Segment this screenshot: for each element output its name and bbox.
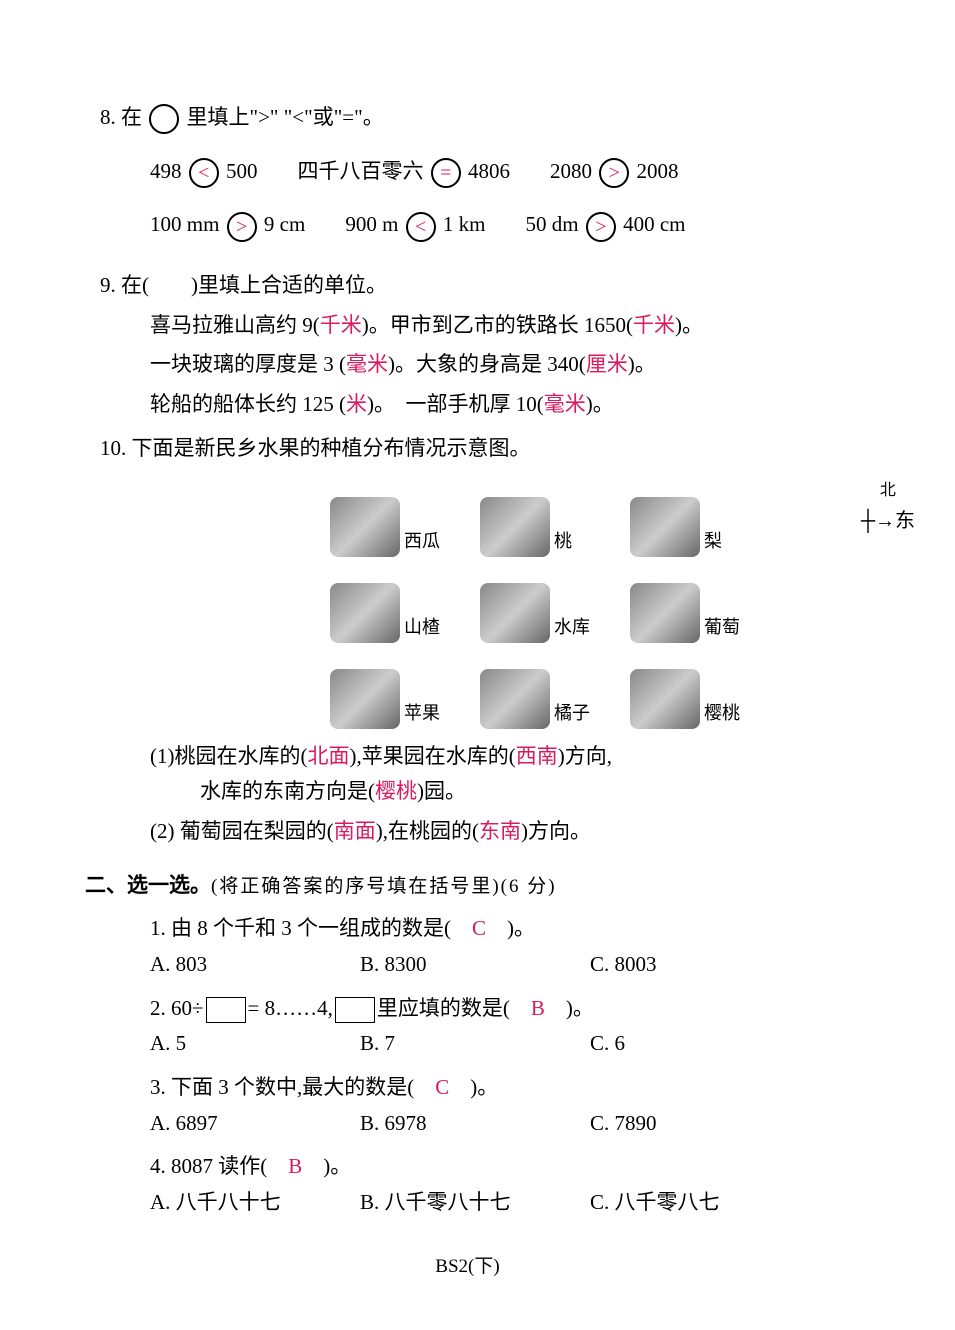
mc-answer: B xyxy=(288,1154,302,1178)
q8-prompt: 8. 在 里填上">" "<"或"="。 xyxy=(100,100,835,136)
q8-row-2: 100 mm > 9 cm 900 m < 1 km 50 dm > 400 c… xyxy=(150,207,835,243)
fill-answer: 毫米 xyxy=(544,392,586,416)
fill-answer: 米 xyxy=(346,392,367,416)
mc-answer: B xyxy=(531,996,545,1020)
fruit-cell: 水库 xyxy=(480,563,610,643)
fill-answer: 樱桃 xyxy=(375,779,417,803)
watermelon-icon xyxy=(330,497,400,557)
mc-option-b: B. 8300 xyxy=(360,947,590,983)
fill-answer: 厘米 xyxy=(586,352,628,376)
compare-item: 100 mm > 9 cm xyxy=(150,207,305,243)
empty-box-icon xyxy=(335,997,375,1023)
mc-option-c: C. 6 xyxy=(590,1026,625,1062)
question-9: 9. 在( )里填上合适的单位。 喜马拉雅山高约 9(千米)。甲市到乙市的铁路长… xyxy=(100,268,835,423)
section-2-title: 二、选一选。 xyxy=(85,868,211,904)
mc-question-4: 4. 8087 读作( B )。 xyxy=(150,1149,835,1185)
q10-sub-1: (1)桃园在水库的(北面),苹果园在水库的(西南)方向, xyxy=(150,739,835,775)
section-2-note: (将正确答案的序号填在括号里)(6 分) xyxy=(211,871,557,903)
q9-line-1: 喜马拉雅山高约 9(千米)。甲市到乙市的铁路长 1650(千米)。 xyxy=(150,308,835,344)
mc-question-2: 2. 60÷= 8……4,里应填的数是( B )。 xyxy=(150,991,835,1027)
mc-options-2: A. 5 B. 7 C. 6 xyxy=(150,1026,835,1062)
mc-option-a: A. 八千八十七 xyxy=(150,1185,360,1221)
compare-item: 四千八百零六 = 4806 xyxy=(298,154,511,190)
fill-answer: 千米 xyxy=(633,313,675,337)
hawthorn-icon xyxy=(330,583,400,643)
q9-prompt: 9. 在( )里填上合适的单位。 xyxy=(100,268,835,304)
fruit-cell: 西瓜 xyxy=(330,477,460,557)
fruit-cell: 樱桃 xyxy=(630,649,760,729)
circle-answer: = xyxy=(431,158,461,188)
fill-answer: 北面 xyxy=(307,744,349,768)
orange-icon xyxy=(480,669,550,729)
q8-prompt-b: 里填上">" "<"或"="。 xyxy=(187,105,384,129)
reservoir-icon xyxy=(480,583,550,643)
section-2: 二、选一选。 (将正确答案的序号填在括号里)(6 分) 1. 由 8 个千和 3… xyxy=(100,868,835,1221)
mc-option-a: A. 5 xyxy=(150,1026,360,1062)
mc-option-c: C. 7890 xyxy=(590,1106,657,1142)
fill-answer: 毫米 xyxy=(346,352,388,376)
cherry-icon xyxy=(630,669,700,729)
q9-line-2: 一块玻璃的厚度是 3 (毫米)。大象的身高是 340(厘米)。 xyxy=(150,347,835,383)
mc-answer: C xyxy=(472,916,486,940)
fruit-cell: 山楂 xyxy=(330,563,460,643)
fruit-cell: 橘子 xyxy=(480,649,610,729)
mc-option-b: B. 6978 xyxy=(360,1106,590,1142)
circle-answer: < xyxy=(406,212,436,242)
empty-circle-icon xyxy=(149,104,179,134)
mc-question-1: 1. 由 8 个千和 3 个一组成的数是( C )。 xyxy=(150,911,835,947)
q10-prompt: 10. 下面是新民乡水果的种植分布情况示意图。 xyxy=(100,431,835,467)
pear-icon xyxy=(630,497,700,557)
compare-item: 2080 > 2008 xyxy=(550,154,679,190)
mc-option-b: B. 八千零八十七 xyxy=(360,1185,590,1221)
mc-option-a: A. 6897 xyxy=(150,1106,360,1142)
mc-option-c: C. 八千零八七 xyxy=(590,1185,720,1221)
compass-arrow-icon: ┼→东 xyxy=(861,504,915,538)
mc-option-c: C. 8003 xyxy=(590,947,657,983)
peach-icon xyxy=(480,497,550,557)
q8-row-1: 498 < 500 四千八百零六 = 4806 2080 > 2008 xyxy=(150,154,835,190)
compare-item: 900 m < 1 km xyxy=(345,207,485,243)
question-10: 10. 下面是新民乡水果的种植分布情况示意图。 北 ┼→东 西瓜 桃 梨 山楂 … xyxy=(100,431,835,850)
circle-answer: < xyxy=(189,158,219,188)
mc-question-3: 3. 下面 3 个数中,最大的数是( C )。 xyxy=(150,1070,835,1106)
fill-answer: 东南 xyxy=(479,819,521,843)
mc-options-3: A. 6897 B. 6978 C. 7890 xyxy=(150,1106,835,1142)
apple-icon xyxy=(330,669,400,729)
circle-answer: > xyxy=(599,158,629,188)
fill-answer: 西南 xyxy=(516,744,558,768)
compare-item: 50 dm > 400 cm xyxy=(526,207,686,243)
grape-icon xyxy=(630,583,700,643)
fruit-cell: 梨 xyxy=(630,477,760,557)
mc-answer: C xyxy=(435,1075,449,1099)
q10-sub-2: (2) 葡萄园在梨园的(南面),在桃园的(东南)方向。 xyxy=(150,814,835,850)
circle-answer: > xyxy=(586,212,616,242)
fruit-cell: 桃 xyxy=(480,477,610,557)
mc-options-1: A. 803 B. 8300 C. 8003 xyxy=(150,947,835,983)
q9-line-3: 轮船的船体长约 125 (米)。 一部手机厚 10(毫米)。 xyxy=(150,387,835,423)
empty-box-icon xyxy=(206,997,246,1023)
fruit-cell: 葡萄 xyxy=(630,563,760,643)
fruit-grid: 北 ┼→东 西瓜 桃 梨 山楂 水库 葡萄 苹果 橘子 樱桃 xyxy=(330,477,835,729)
compass-icon: 北 ┼→东 xyxy=(861,477,915,538)
compare-item: 498 < 500 xyxy=(150,154,258,190)
fruit-cell: 苹果 xyxy=(330,649,460,729)
mc-options-4: A. 八千八十七 B. 八千零八十七 C. 八千零八七 xyxy=(150,1185,835,1221)
fill-answer: 千米 xyxy=(320,313,362,337)
circle-answer: > xyxy=(227,212,257,242)
q8-prompt-a: 8. 在 xyxy=(100,105,142,129)
page-footer: BS2(下) xyxy=(100,1251,835,1283)
question-8: 8. 在 里填上">" "<"或"="。 498 < 500 四千八百零六 = … xyxy=(100,100,835,243)
mc-option-b: B. 7 xyxy=(360,1026,590,1062)
fill-answer: 南面 xyxy=(334,819,376,843)
q10-sub-1-cont: 水库的东南方向是(樱桃)园。 xyxy=(200,774,835,810)
mc-option-a: A. 803 xyxy=(150,947,360,983)
section-2-header: 二、选一选。 (将正确答案的序号填在括号里)(6 分) xyxy=(85,868,835,904)
